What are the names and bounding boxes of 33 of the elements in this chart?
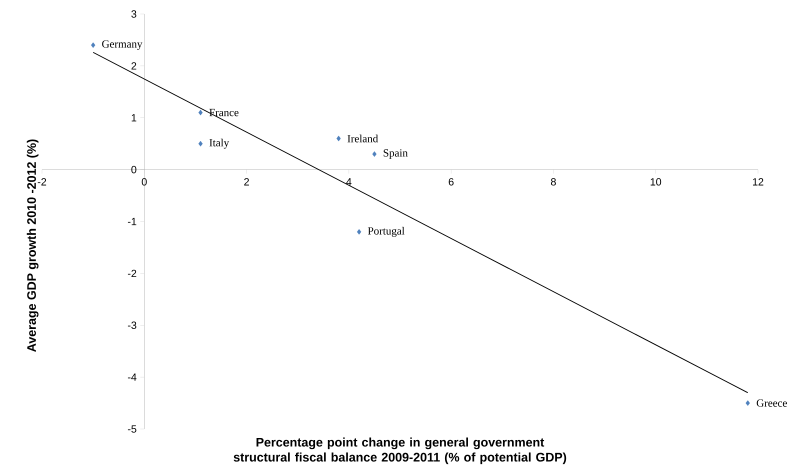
y-tick-label: -3 [128, 322, 136, 329]
x-tick-label: 10 [650, 178, 662, 186]
annotation: France [209, 108, 238, 116]
x-tick-label: 0 [142, 178, 147, 186]
annotation: Greece [756, 399, 787, 407]
y-tick-label: 3 [131, 10, 136, 18]
point [90, 42, 96, 48]
annotation: Ireland [348, 134, 378, 142]
x-axis-title: Percentage point change in general government structural fiscal balance 2009-2011 (% of potential GDP) [234, 438, 566, 464]
point [198, 110, 203, 116]
y-tick-label: 2 [131, 62, 136, 70]
annotation: Spain [384, 149, 408, 159]
y-tick-label: 1 [132, 114, 136, 122]
x-tick-label: 8 [550, 178, 556, 186]
annotation: Germany [102, 40, 142, 50]
y-tick-label: -5 [128, 425, 136, 433]
x-tick-label: 2 [244, 178, 249, 186]
y-tick-label: 0 [131, 166, 136, 174]
y-tick-label: -2 [128, 270, 136, 278]
point [356, 229, 362, 235]
x-tick-label: 6 [448, 178, 454, 186]
annotation: Italy [209, 138, 230, 149]
y-tick-label: -1 [128, 218, 136, 226]
point [372, 151, 377, 157]
x-tick-label: -2 [38, 178, 46, 186]
x-tick-label: 4 [346, 178, 352, 186]
annotation: Portugal [368, 226, 405, 237]
point [336, 136, 341, 142]
x-tick-label: 12 [752, 178, 764, 186]
y-tick-label: -4 [128, 374, 136, 381]
y-axis-title: Average GDP growth 2010 -2012 (%) [26, 139, 38, 352]
point [198, 140, 203, 146]
point [746, 400, 750, 406]
